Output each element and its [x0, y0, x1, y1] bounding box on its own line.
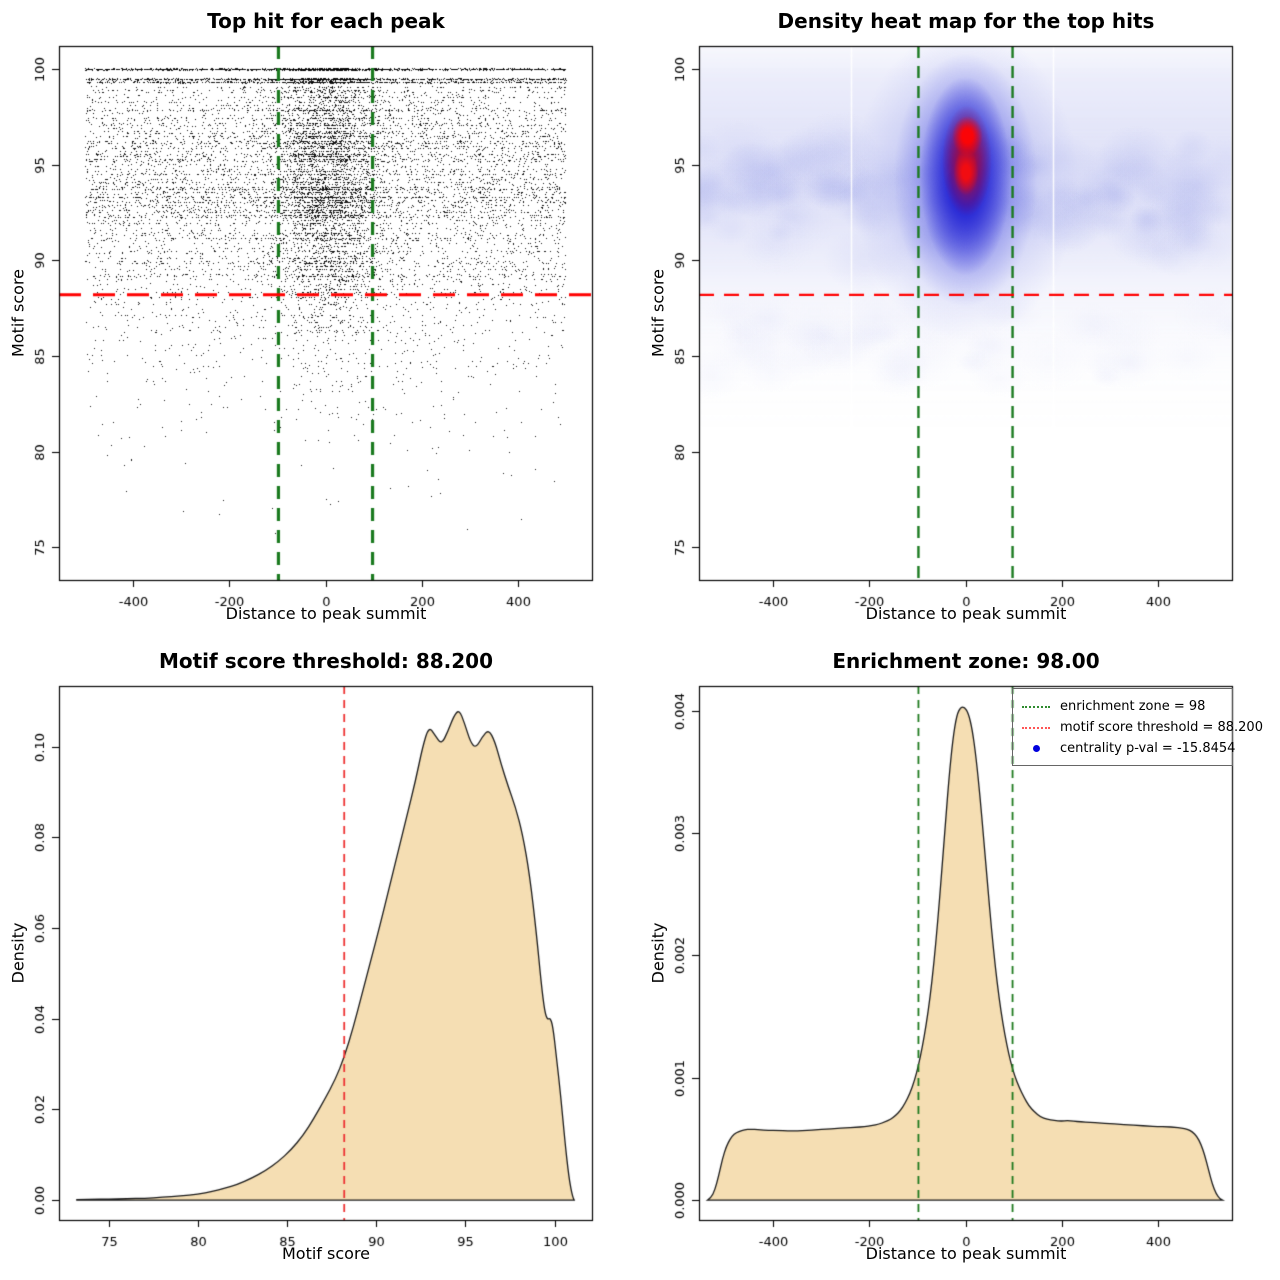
legend-item-label: enrichment zone = 98 — [1060, 699, 1206, 714]
panel-distance-density: Enrichment zone: 98.00 Distance to peak … — [640, 640, 1280, 1280]
legend-item-label: motif score threshold = 88.200 — [1060, 720, 1263, 735]
x-axis-label: Distance to peak summit — [865, 1244, 1067, 1263]
panel-title: Density heat map for the top hits — [777, 9, 1155, 33]
green-dotted-line-icon — [1021, 705, 1051, 708]
x-axis-label: Distance to peak summit — [225, 604, 427, 623]
panel-motif-score-density: Motif score threshold: 88.200 Motif scor… — [0, 640, 640, 1280]
density-plot-canvas — [0, 640, 640, 1280]
x-axis-label: Distance to peak summit — [865, 604, 1067, 623]
red-dotted-line-icon — [1021, 726, 1051, 729]
legend-item: motif score threshold = 88.200 — [1021, 717, 1263, 738]
y-axis-label: Motif score — [8, 268, 28, 358]
legend: enrichment zone = 98 motif score thresho… — [1012, 688, 1263, 766]
density-plot-canvas — [640, 640, 1280, 1280]
y-axis-label: Density — [8, 922, 28, 984]
panel-density-heatmap: Density heat map for the top hits Distan… — [640, 0, 1280, 640]
x-axis-label: Motif score — [281, 1244, 371, 1263]
heatmap-canvas — [640, 0, 1280, 640]
legend-item-label: centrality p-val = -15.8454 — [1060, 741, 1236, 756]
blue-dot-icon — [1021, 745, 1051, 752]
legend-item: centrality p-val = -15.8454 — [1021, 738, 1236, 759]
panel-title: Enrichment zone: 98.00 — [832, 649, 1100, 673]
y-axis-label: Motif score — [648, 268, 668, 358]
panel-top-hit-scatter: Top hit for each peak Distance to peak s… — [0, 0, 640, 640]
y-axis-label: Density — [648, 922, 668, 984]
panel-title: Top hit for each peak — [207, 9, 445, 33]
legend-item: enrichment zone = 98 — [1021, 696, 1232, 717]
scatter-plot-canvas — [0, 0, 640, 640]
panel-title: Motif score threshold: 88.200 — [158, 649, 494, 673]
